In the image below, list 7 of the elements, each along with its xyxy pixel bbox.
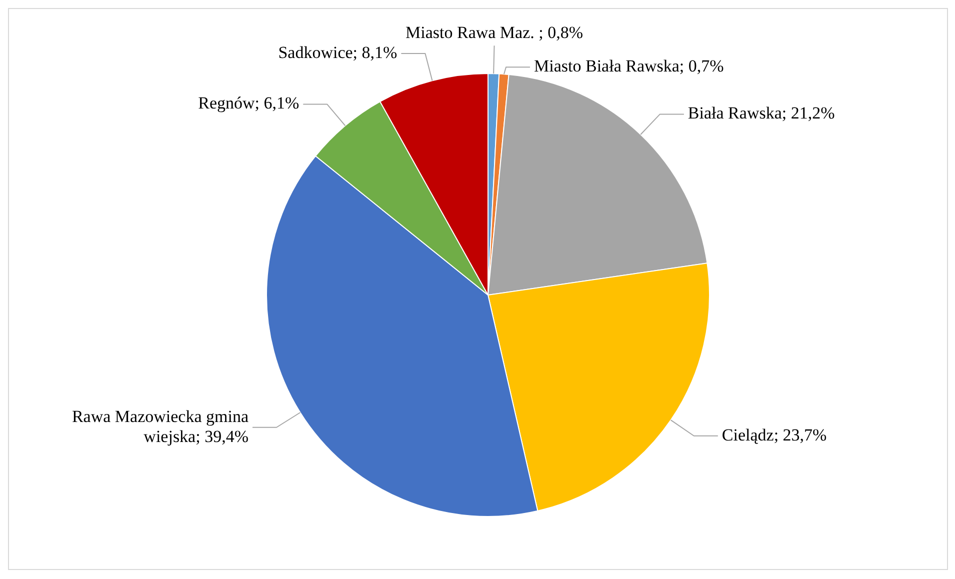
slice-label: Miasto Biała Rawska; 0,7% (534, 56, 724, 76)
slice-label: Rawa Mazowiecka gmina wiejska; 39,4% (72, 406, 249, 446)
slice-label: Regnów; 6,1% (198, 94, 300, 113)
slice-label: Biała Rawska; 21,2% (688, 104, 835, 123)
slice-label: Cielądz; 23,7% (722, 425, 827, 444)
slice-label: Sadkowice; 8,1% (278, 43, 398, 62)
slice-label: Miasto Rawa Maz. ; 0,8% (406, 23, 584, 42)
